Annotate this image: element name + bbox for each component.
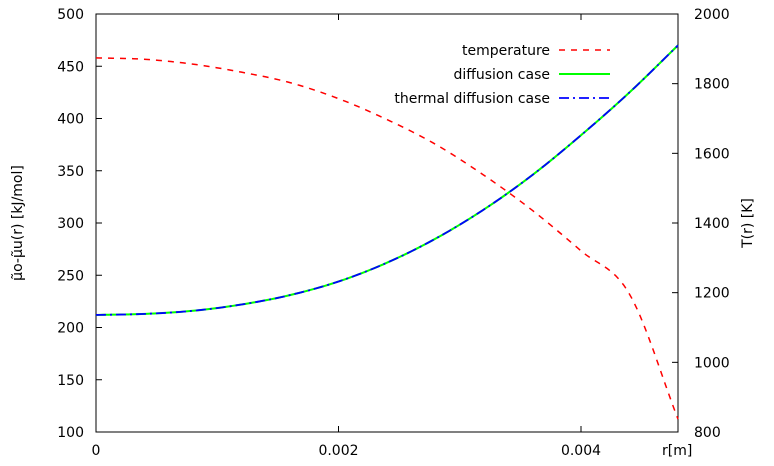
y-right-tick-label: 800 [694,425,721,441]
ticks-layer: 0 0.002 0.004 100 150 200 250 300 350 400 450 500 80… [57,7,729,459]
y-left-tick-label: 350 [57,164,84,180]
y-left-tick-label: 100 [57,425,84,441]
legend: temperature diffusion case thermal diffusi… [394,43,610,107]
x-axis-label: r[m] [662,443,692,459]
x-tick-label: 0.004 [561,443,601,459]
y-right-tick-label: 1600 [694,146,730,162]
y-left-tick-label: 450 [57,59,84,75]
y-left-axis-label: μ̃o-μ̃u(r) [kJ/mol] [10,165,26,281]
legend-label: thermal diffusion case [394,91,550,107]
legend-label: temperature [462,43,550,59]
x-tick-label: 0.002 [318,443,358,459]
y-left-tick-label: 500 [57,7,84,23]
x-tick-label: 0 [92,443,101,459]
legend-label: diffusion case [453,67,550,83]
y-left-tick-label: 150 [57,373,84,389]
y-right-tick-label: 1000 [694,355,730,371]
series-line-temperature [95,57,679,420]
y-right-tick-label: 2000 [694,7,730,23]
y-left-tick-label: 200 [57,321,84,337]
y-right-tick-label: 1200 [694,286,730,302]
series-line-thermal-diffusion-case [95,44,679,316]
y-right-tick-label: 1400 [694,216,730,232]
y-right-axis-label: T(r) [K] [740,198,756,249]
y-left-tick-label: 400 [57,112,84,128]
plot-frame [95,13,679,433]
series-layer [95,44,679,420]
series-line-diffusion-case [95,44,679,316]
y-left-tick-label: 250 [57,268,84,284]
y-right-tick-label: 1800 [694,77,730,93]
y-left-tick-label: 300 [57,216,84,232]
